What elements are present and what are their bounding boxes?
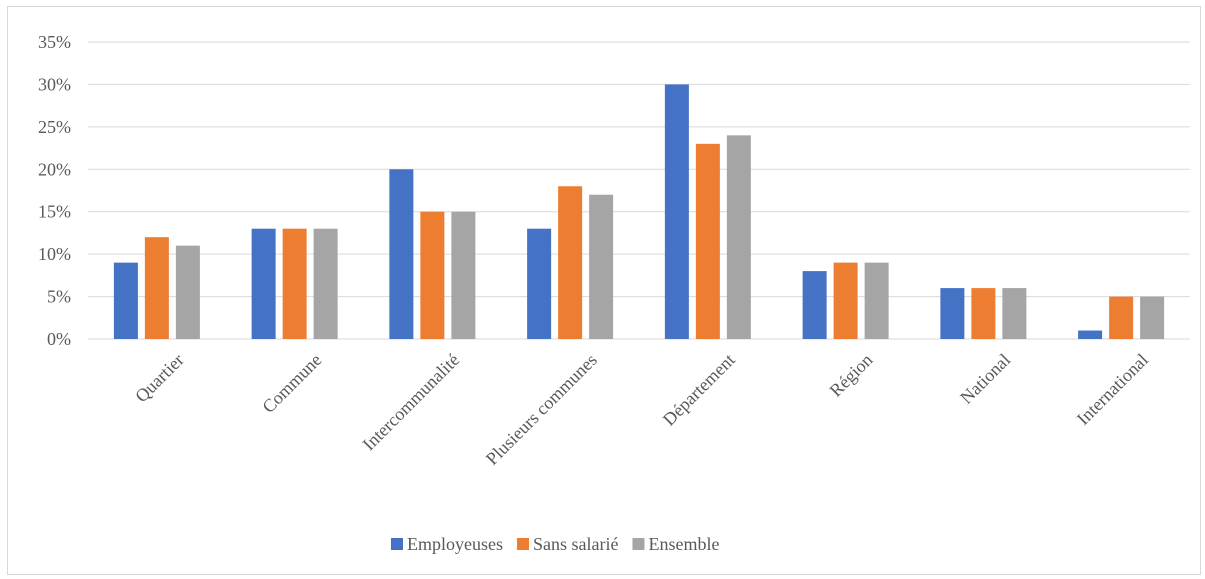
bar-chart: 0% 5% 10% 15% 20% 25% 30% 35% Quartier Commune In… xyxy=(38,32,1190,554)
bar-employeuses-2 xyxy=(389,169,414,339)
y-tick-label: 35% xyxy=(38,32,71,52)
y-tick-label: 30% xyxy=(38,74,71,94)
bar-ensemble-1 xyxy=(313,228,338,339)
bar-sans-salarié-5 xyxy=(833,262,858,339)
y-tick-label: 20% xyxy=(38,159,71,179)
legend-swatch-1 xyxy=(517,538,529,550)
x-category-label: Région xyxy=(826,350,877,401)
x-category-label: Commune xyxy=(258,350,325,417)
legend-label: Sans salarié xyxy=(533,534,618,554)
bar-employeuses-5 xyxy=(802,271,827,339)
y-tick-label: 10% xyxy=(38,244,71,264)
x-category-label: National xyxy=(956,350,1014,408)
x-category-label: Quartier xyxy=(131,350,188,407)
bar-sans-salarié-6 xyxy=(971,288,996,339)
bar-employeuses-1 xyxy=(251,228,276,339)
bar-ensemble-2 xyxy=(451,211,476,339)
bar-employeuses-0 xyxy=(113,262,138,339)
bar-ensemble-3 xyxy=(589,194,614,339)
x-category-label: Département xyxy=(659,350,739,430)
bar-ensemble-0 xyxy=(175,245,200,339)
bar-employeuses-4 xyxy=(664,84,689,339)
bar-sans-salarié-3 xyxy=(558,186,583,339)
bar-sans-salarié-0 xyxy=(144,237,169,339)
legend-swatch-0 xyxy=(391,538,403,550)
bars xyxy=(113,84,1165,339)
bar-ensemble-4 xyxy=(726,135,751,339)
bar-employeuses-7 xyxy=(1078,330,1103,339)
y-axis-tick-labels: 0% 5% 10% 15% 20% 25% 30% 35% xyxy=(38,32,71,349)
y-tick-label: 25% xyxy=(38,117,71,137)
bar-ensemble-7 xyxy=(1140,296,1165,339)
x-category-label: Plusieurs communes xyxy=(482,350,601,469)
chart-area: 0% 5% 10% 15% 20% 25% 30% 35% Quartier Commune In… xyxy=(7,6,1201,575)
bar-employeuses-6 xyxy=(940,288,965,339)
legend-label: Employeuses xyxy=(407,534,503,554)
y-tick-label: 0% xyxy=(47,329,71,349)
legend-swatch-2 xyxy=(632,538,645,550)
bar-sans-salarié-7 xyxy=(1109,296,1134,339)
x-axis-category-labels: Quartier Commune Intercommunalité Plusieurs… xyxy=(131,350,1152,469)
bar-sans-salarié-2 xyxy=(420,211,445,339)
y-tick-label: 15% xyxy=(38,202,71,222)
y-tick-label: 5% xyxy=(47,287,71,307)
legend-label: Ensemble xyxy=(648,534,719,554)
legend: Employeuses Sans salarié Ensemble xyxy=(391,534,719,554)
bar-sans-salarié-4 xyxy=(695,143,720,339)
x-category-label: International xyxy=(1073,350,1152,429)
bar-ensemble-6 xyxy=(1002,288,1027,339)
bar-sans-salarié-1 xyxy=(282,228,307,339)
bar-ensemble-5 xyxy=(864,262,889,339)
x-category-label: Intercommunalité xyxy=(359,350,464,455)
bar-employeuses-3 xyxy=(527,228,552,339)
